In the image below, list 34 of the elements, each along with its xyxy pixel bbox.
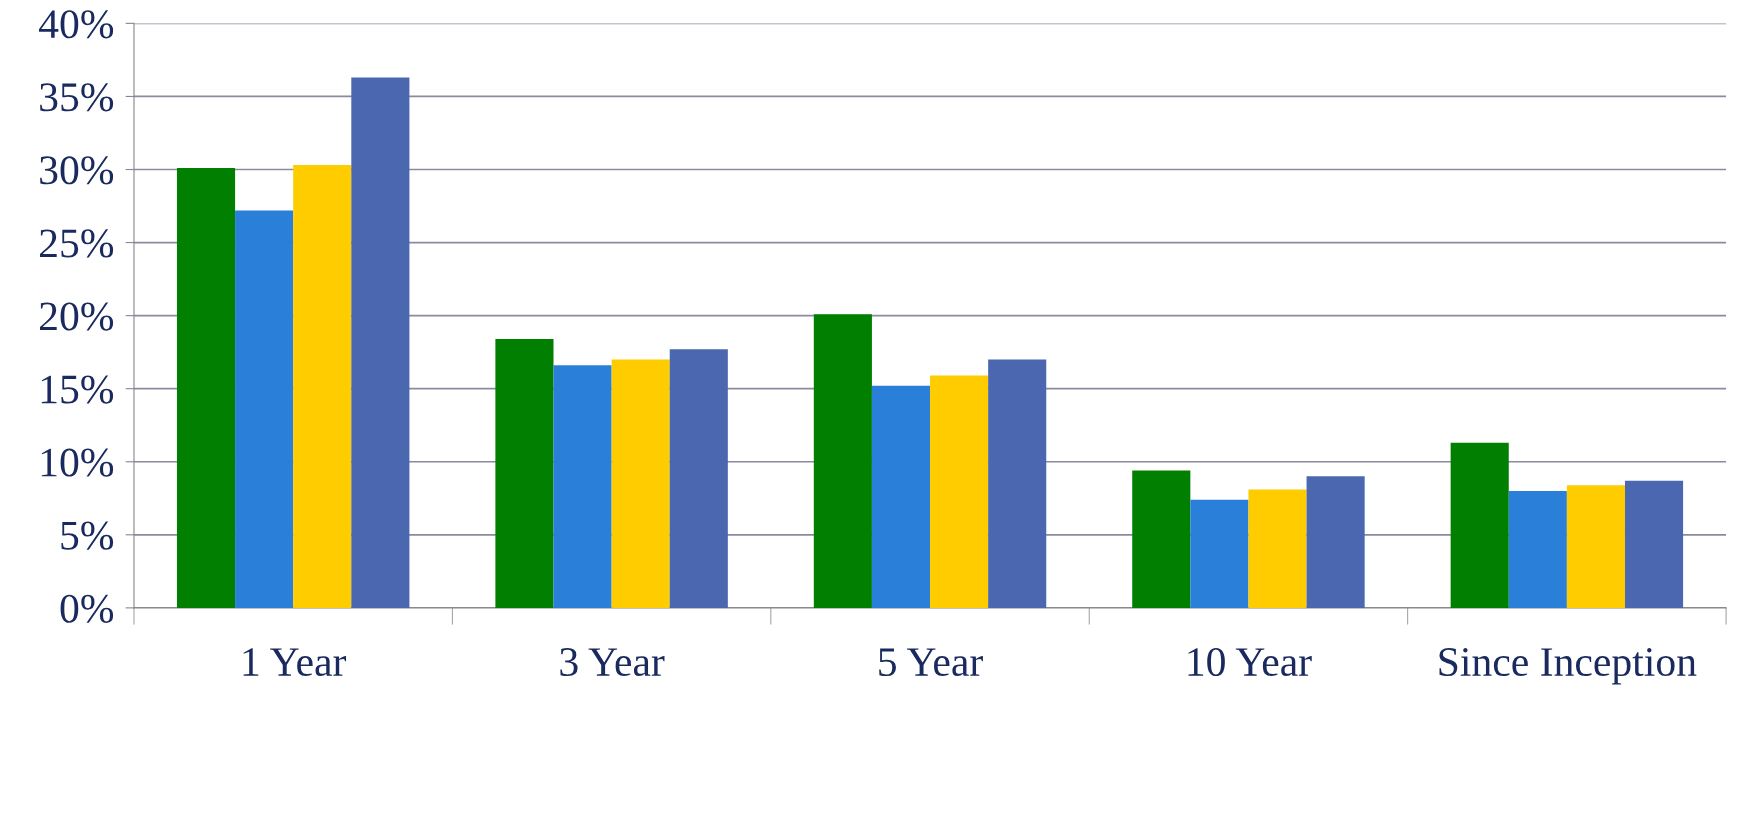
y-tick-label: 10%: [41, 448, 114, 477]
bar: [293, 165, 352, 608]
bar: [1306, 476, 1365, 608]
bar: [1248, 489, 1307, 608]
bar: [176, 168, 236, 608]
y-tick-label: 5%: [61, 521, 114, 550]
x-tick-label: 10 Year: [1188, 647, 1312, 677]
bar: [1566, 485, 1625, 608]
x-tick-label: 5 Year: [879, 648, 983, 677]
y-tick-label: 30%: [40, 156, 114, 185]
y-tick-label: 20%: [39, 302, 114, 331]
bar: [669, 349, 728, 608]
bar: [871, 385, 931, 608]
y-tick-label: 25%: [39, 229, 114, 258]
y-tick-label: 40%: [38, 10, 114, 39]
bar: [930, 375, 989, 608]
bar: [1190, 499, 1249, 608]
bar: [611, 359, 670, 608]
bar: [351, 77, 410, 608]
bar: [553, 365, 612, 608]
bar: [495, 339, 554, 608]
y-tick-label: 15%: [41, 375, 114, 404]
x-tick-label: 1 Year: [243, 648, 347, 677]
bar: [988, 359, 1047, 608]
x-tick-label: 3 Year: [560, 648, 665, 677]
y-tick-label: 35%: [40, 83, 114, 112]
bar: [1450, 442, 1509, 608]
x-tick-label: Since Inception: [1439, 648, 1697, 685]
bar: [813, 314, 872, 608]
bar: [1132, 470, 1191, 608]
bar: [235, 210, 294, 608]
bar: [1508, 490, 1567, 608]
y-tick-label: 0%: [60, 594, 114, 623]
bar: [1624, 480, 1684, 608]
